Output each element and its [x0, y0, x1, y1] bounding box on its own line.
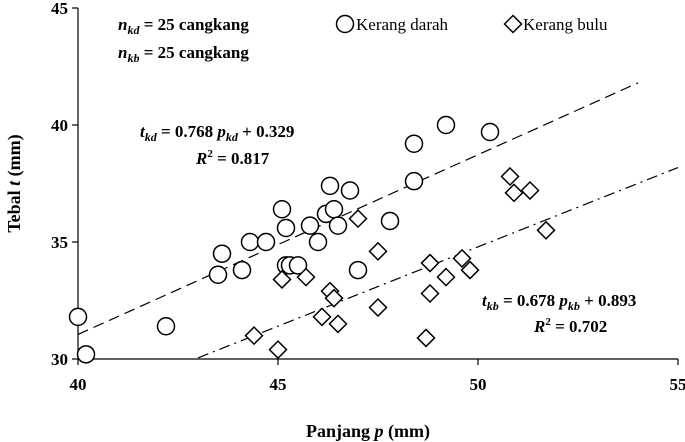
point-kerang-darah	[380, 211, 400, 231]
point-kerang-darah	[76, 345, 96, 364]
x-tick-label: 45	[270, 375, 287, 394]
x-axis-label: Panjang p (mm)	[306, 421, 430, 442]
point-kerang-bulu	[368, 297, 388, 318]
point-kerang-darah	[404, 171, 424, 191]
point-kerang-darah	[240, 232, 260, 252]
y-tick-label: 40	[51, 116, 68, 135]
point-kerang-bulu	[460, 260, 480, 280]
point-kerang-bulu	[368, 241, 388, 261]
point-kerang-bulu	[500, 166, 520, 187]
legend-marker-diamond	[503, 14, 523, 34]
sample-size-kd: nkd = 25 cangkang	[118, 15, 249, 37]
point-kerang-bulu	[520, 180, 540, 201]
point-kerang-darah	[320, 176, 340, 196]
r-squared-kb: R2 = 0.702	[533, 316, 607, 336]
y-tick-label: 35	[51, 233, 68, 252]
point-kerang-bulu	[268, 340, 288, 360]
point-kerang-darah	[340, 181, 360, 200]
y-tick-label: 30	[51, 350, 68, 369]
point-kerang-bulu	[348, 209, 368, 229]
y-axis-label: Tebal t (mm)	[4, 134, 25, 232]
sample-size-kb: nkb = 25 cangkang	[118, 43, 249, 65]
point-kerang-darah	[272, 199, 292, 219]
x-tick-label: 55	[670, 375, 685, 394]
point-kerang-bulu	[244, 326, 264, 346]
x-tick-label: 50	[470, 375, 487, 394]
point-kerang-darah	[156, 316, 176, 336]
y-tick-label: 45	[51, 0, 68, 18]
legend-marker-circle	[335, 14, 355, 34]
point-kerang-bulu	[416, 328, 436, 348]
point-kerang-darah	[288, 256, 308, 275]
point-kerang-bulu	[452, 248, 472, 268]
point-kerang-darah	[276, 218, 296, 238]
point-kerang-bulu	[536, 220, 556, 240]
point-kerang-bulu	[504, 183, 524, 203]
regression-equation-kb: tkb = 0.678 pkb + 0.893	[482, 291, 636, 313]
data-markers	[68, 115, 556, 364]
regression-equation-kd: tkd = 0.768 pkd + 0.329	[140, 122, 294, 144]
point-kerang-darah	[256, 232, 276, 252]
point-kerang-darah	[480, 122, 500, 142]
point-kerang-darah	[436, 115, 456, 135]
point-kerang-bulu	[420, 283, 440, 304]
point-kerang-darah	[404, 134, 424, 153]
point-kerang-bulu	[312, 307, 332, 327]
legend: Kerang darah Kerang bulu	[335, 14, 608, 34]
point-kerang-darah	[324, 199, 344, 219]
point-kerang-darah	[348, 260, 368, 280]
point-kerang-bulu	[328, 314, 348, 334]
point-kerang-darah	[300, 216, 320, 235]
axes: 40 45 50 55 30 35 40 45	[51, 0, 685, 394]
legend-label-circle: Kerang darah	[356, 15, 449, 34]
fit-line-circle	[77, 82, 639, 336]
point-kerang-darah	[68, 307, 88, 327]
r-squared-kd: R2 = 0.817	[195, 148, 270, 168]
x-tick-label: 40	[70, 375, 87, 394]
point-kerang-bulu	[272, 269, 292, 290]
point-kerang-bulu	[324, 288, 344, 308]
point-kerang-darah	[328, 216, 348, 235]
point-kerang-bulu	[436, 267, 456, 287]
point-kerang-darah	[232, 260, 252, 280]
point-kerang-bulu	[420, 253, 440, 273]
chart-labels: Panjang p (mm) Tebal t (mm) nkd = 25 cangk…	[4, 15, 636, 442]
point-kerang-darah	[308, 232, 328, 252]
point-kerang-darah	[212, 244, 232, 263]
point-kerang-darah	[208, 265, 228, 285]
point-kerang-bulu	[296, 267, 316, 287]
legend-label-diamond: Kerang bulu	[523, 15, 608, 34]
